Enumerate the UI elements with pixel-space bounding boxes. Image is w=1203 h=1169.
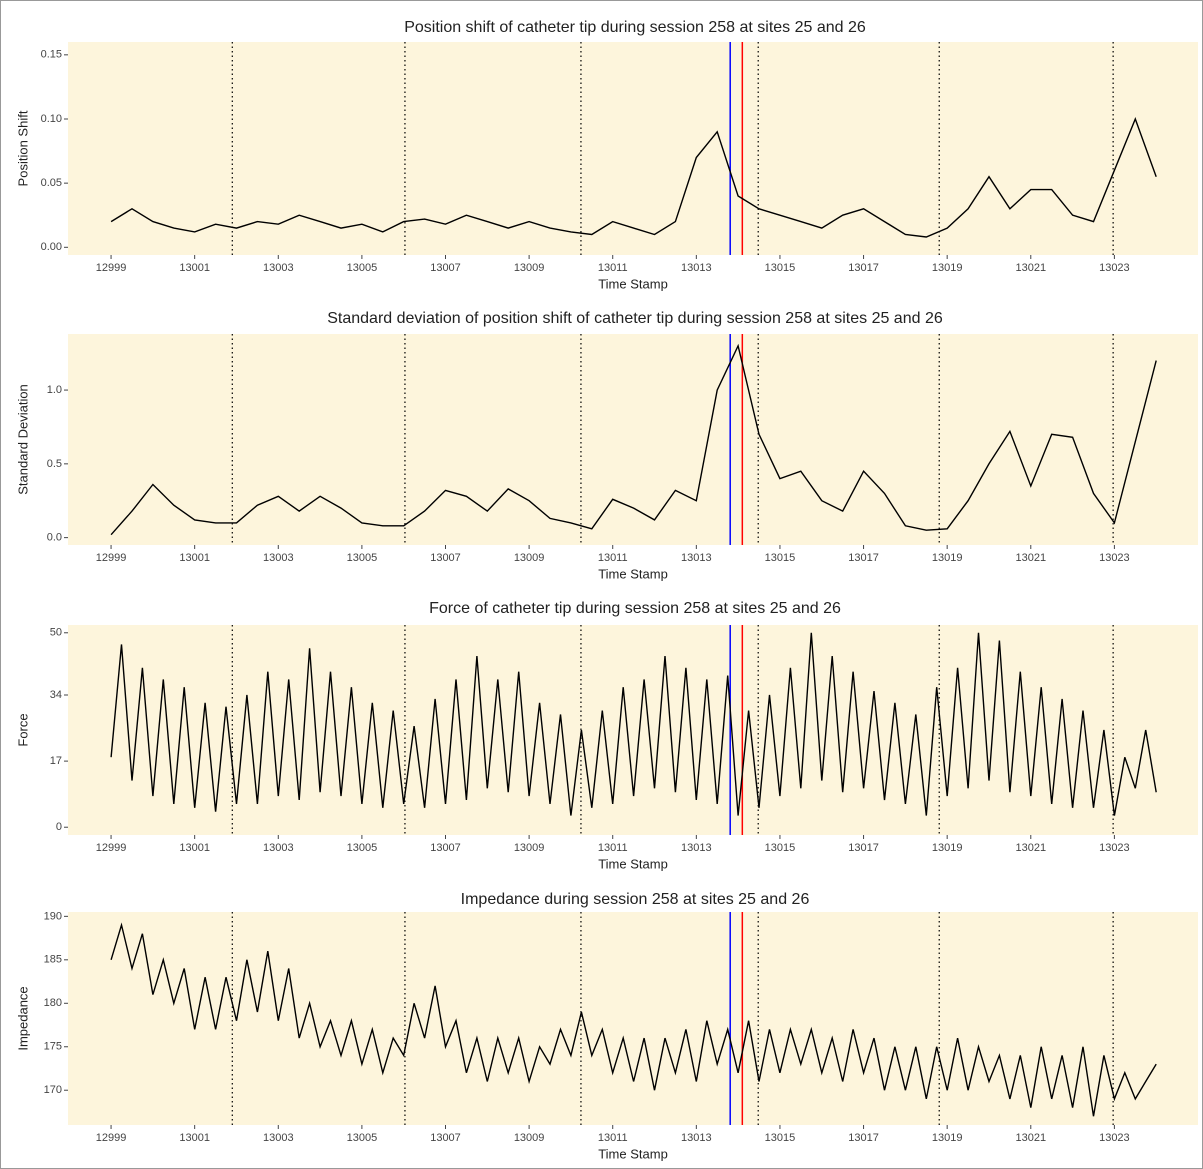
data-line [110,343,1157,536]
y-tick-label: 34 [50,689,62,701]
y-tick-label: 0.0 [47,532,62,544]
x-tick-label: 13003 [263,552,294,564]
y-axis-label: Force [15,713,30,746]
x-tick-label: 13005 [347,552,378,564]
x-tick-label: 13013 [681,552,712,564]
y-tick-label: 0 [56,821,62,833]
data-line [110,632,1157,816]
y-tick-label: 175 [44,1041,62,1053]
x-tick-label: 13011 [598,262,628,274]
chart-title: Standard deviation of position shift of … [327,310,943,327]
y-tick-label: 0.5 [47,458,62,470]
x-tick-label: 13013 [681,262,712,274]
x-tick-label: 13017 [848,262,879,274]
y-axis-label: Standard Deviation [15,384,30,495]
x-tick-label: 13005 [347,842,378,854]
x-tick-label: 13017 [848,1132,879,1144]
x-tick-label: 12999 [96,262,127,274]
x-tick-label: 13009 [514,262,545,274]
x-tick-label: 13001 [179,262,210,274]
x-tick-label: 13017 [848,842,879,854]
plot-background [68,334,1198,545]
y-tick-label: 0.15 [41,49,62,61]
chart-title: Impedance during session 258 at sites 25… [461,891,810,908]
x-tick-label: 12999 [96,1132,127,1144]
x-tick-label: 13001 [179,552,210,564]
x-tick-label: 13023 [1099,262,1130,274]
x-tick-label: 12999 [96,842,127,854]
y-axis-label: Impedance [15,986,30,1050]
x-tick-label: 13009 [514,1132,545,1144]
y-tick-label: 185 [44,954,62,966]
x-tick-label: 13023 [1099,552,1130,564]
x-tick-label: 13009 [514,842,545,854]
plot-background [68,42,1198,255]
y-tick-label: 180 [44,997,62,1009]
x-tick-label: 13007 [430,552,461,564]
y-tick-label: 170 [44,1084,62,1096]
x-tick-label: 13019 [932,552,963,564]
x-tick-label: 13005 [347,1132,378,1144]
x-tick-label: 13009 [514,552,545,564]
y-tick-label: 0.00 [41,241,62,253]
x-tick-label: 12999 [96,552,127,564]
x-tick-label: 13013 [681,842,712,854]
x-tick-label: 13003 [263,1132,294,1144]
x-tick-label: 13017 [848,552,879,564]
x-tick-label: 13003 [263,262,294,274]
x-tick-label: 13023 [1099,1132,1130,1144]
x-tick-label: 13019 [932,842,963,854]
x-tick-label: 13011 [598,552,628,564]
x-axis-label: Time Stamp [598,1146,668,1161]
x-tick-label: 13021 [1015,552,1046,564]
x-tick-label: 13013 [681,1132,712,1144]
x-tick-label: 13021 [1015,262,1046,274]
x-tick-label: 13015 [765,842,796,854]
data-line [110,922,1157,1117]
x-tick-label: 13001 [179,1132,210,1144]
x-tick-label: 13023 [1099,842,1130,854]
x-tick-label: 13019 [932,1132,963,1144]
x-tick-label: 13007 [430,1132,461,1144]
x-tick-label: 13019 [932,262,963,274]
x-tick-label: 13001 [179,842,210,854]
x-tick-label: 13021 [1015,1132,1046,1144]
x-tick-label: 13011 [598,1132,628,1144]
plot-background [68,625,1198,835]
x-axis-label: Time Stamp [598,276,668,291]
chart-title: Force of catheter tip during session 258… [429,600,841,617]
y-tick-label: 17 [50,755,62,767]
y-tick-label: 1.0 [47,384,62,396]
x-axis-label: Time Stamp [598,566,668,581]
x-tick-label: 13015 [765,552,796,564]
x-tick-label: 13011 [598,842,628,854]
x-tick-label: 13007 [430,262,461,274]
x-tick-label: 13007 [430,842,461,854]
data-line [110,117,1157,238]
x-tick-label: 13005 [347,262,378,274]
y-tick-label: 50 [50,627,62,639]
x-tick-label: 13015 [765,1132,796,1144]
y-axis-label: Position Shift [15,110,30,186]
y-tick-label: 190 [44,910,62,922]
y-tick-label: 0.05 [41,177,62,189]
x-tick-label: 13015 [765,262,796,274]
x-tick-label: 13021 [1015,842,1046,854]
x-tick-label: 13003 [263,842,294,854]
plot-background [68,912,1198,1125]
chart-title: Position shift of catheter tip during se… [404,19,866,36]
y-tick-label: 0.10 [41,113,62,125]
x-axis-label: Time Stamp [598,856,668,871]
